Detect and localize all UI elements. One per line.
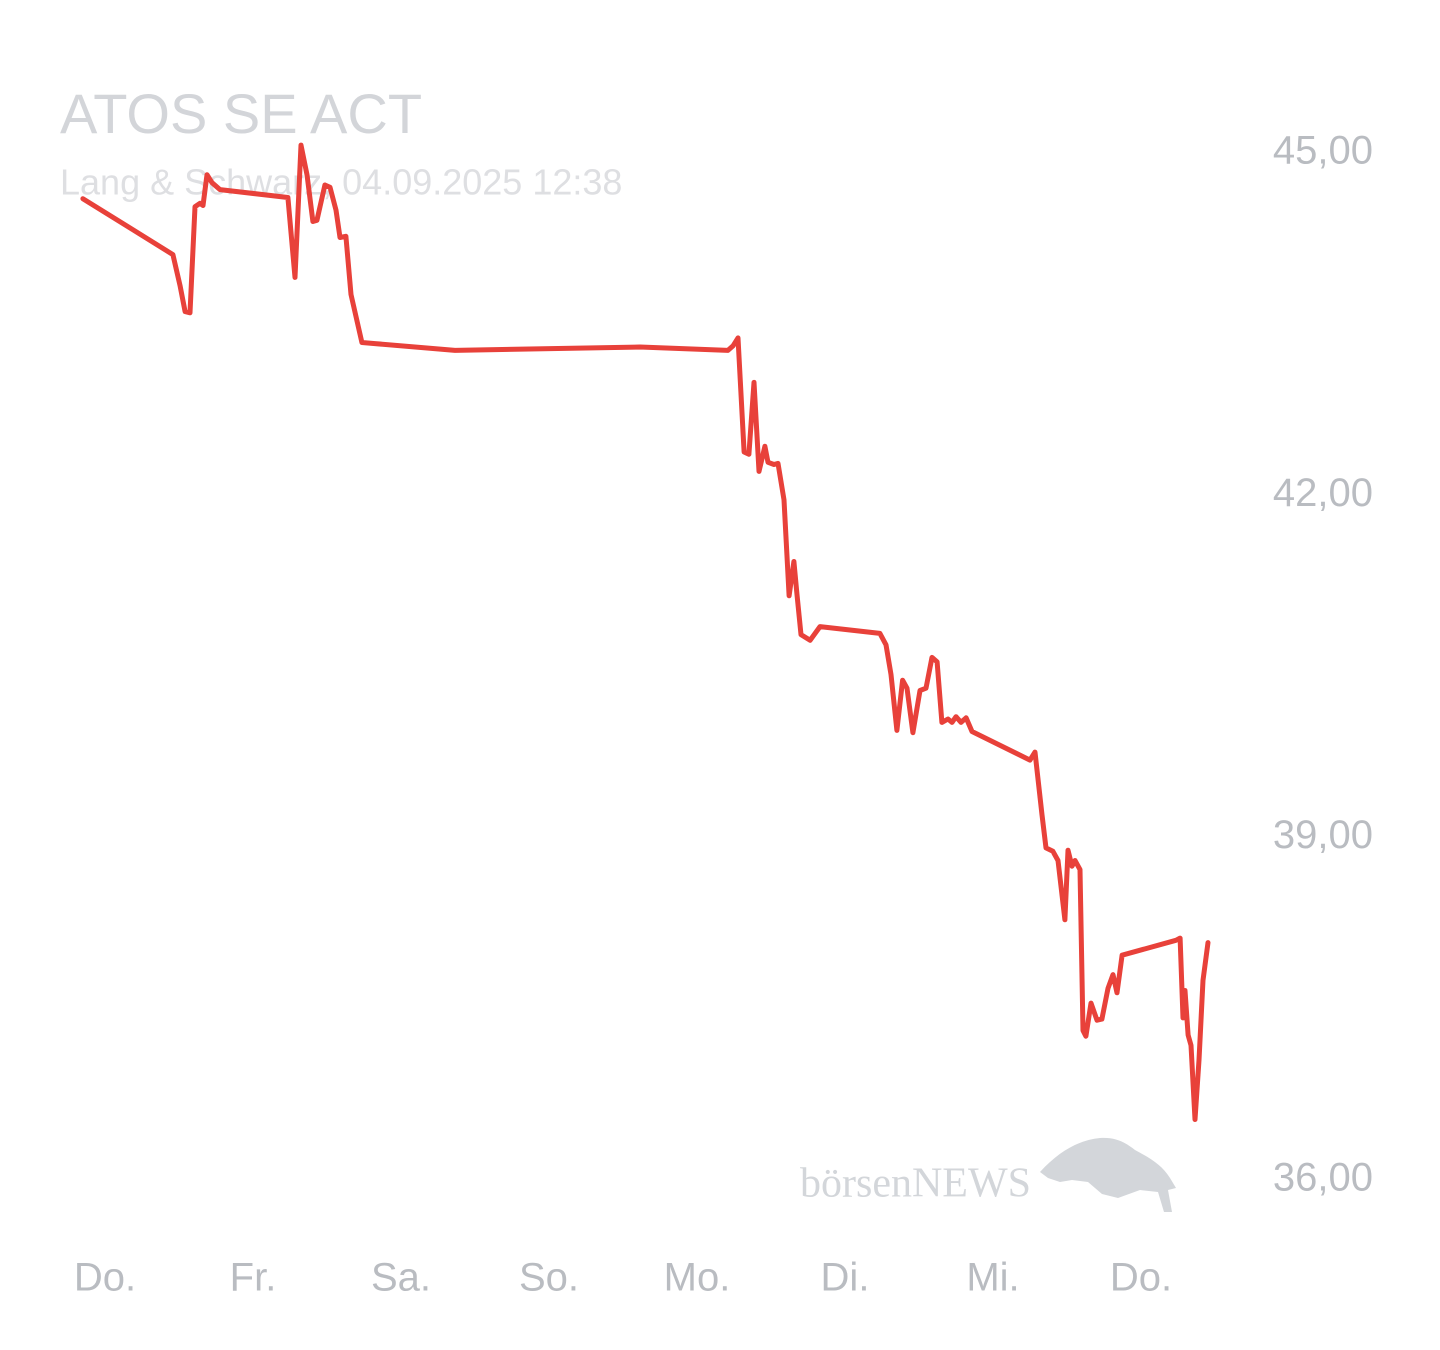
chart-title: ATOS SE ACT xyxy=(60,82,422,145)
y-tick-label: 45,00 xyxy=(1273,129,1373,173)
x-tick-label: Mi. xyxy=(966,1256,1019,1300)
x-tick-label: Mo. xyxy=(664,1256,731,1300)
x-tick-label: Do. xyxy=(74,1256,136,1300)
x-tick-label: Do. xyxy=(1110,1256,1172,1300)
y-tick-label: 36,00 xyxy=(1273,1156,1373,1200)
x-tick-label: Fr. xyxy=(230,1256,277,1300)
watermark: börsenNEWS xyxy=(800,1161,1031,1207)
bull-shape xyxy=(1040,1137,1176,1212)
x-tick-label: So. xyxy=(519,1256,579,1300)
watermark-bull xyxy=(1040,1137,1176,1212)
chart-subtitle: Lang & Schwarz, 04.09.2025 12:38 xyxy=(60,162,622,203)
x-tick-label: Di. xyxy=(821,1256,870,1300)
price-line xyxy=(80,142,1211,1122)
x-tick-label: Sa. xyxy=(371,1256,431,1300)
y-tick-label: 42,00 xyxy=(1273,471,1373,515)
y-tick-label: 39,00 xyxy=(1273,813,1373,857)
